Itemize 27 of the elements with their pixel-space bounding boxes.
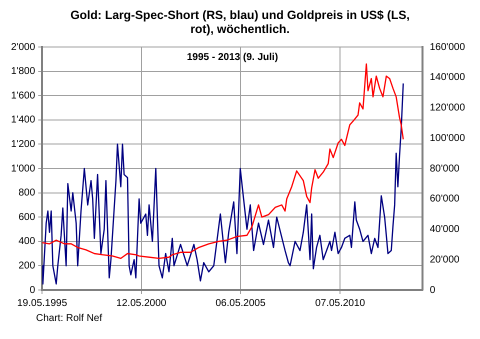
- y2-tick-label: 20'000: [430, 254, 460, 266]
- x-tick-label: 07.05.2010: [315, 298, 366, 309]
- y-tick-label: 0: [30, 284, 36, 296]
- y2-tick-label: 140'000: [430, 72, 466, 84]
- y-tick-label: 2'000: [11, 42, 36, 53]
- y-tick-label: 1'600: [11, 90, 36, 102]
- y2-tick-label: 0: [430, 284, 436, 296]
- y-tick-label: 600: [18, 212, 36, 223]
- x-tick-label: 12.05.2000: [116, 298, 167, 309]
- y2-tick-label: 60'000: [430, 194, 460, 205]
- text: Chart: Rolf Nef: [35, 312, 104, 326]
- y2-tick-label: 160'000: [430, 42, 466, 53]
- text: 1995 - 2013 (9. Juli): [186, 52, 278, 63]
- y-tick-label: 1'000: [11, 163, 36, 174]
- y2-tick-label: 100'000: [430, 132, 466, 144]
- y-tick-label: 400: [18, 236, 36, 248]
- y-tick-label: 1'200: [11, 138, 36, 150]
- y2-tick-label: 120'000: [430, 102, 466, 114]
- chart-title: Gold: Larg-Spec-Short (RS, blau) und Goldpreis in US$ (LS, rot), wöchentlich.: [69, 8, 411, 38]
- y-tick-label: 1'800: [11, 66, 36, 78]
- x-tick-label: 19.05.1995: [17, 298, 68, 309]
- y2-tick-label: 40'000: [430, 224, 460, 235]
- y-tick-label: 800: [18, 188, 36, 199]
- x-tick-label: 06.05.2005: [216, 298, 266, 309]
- y2-tick-label: 80'000: [430, 163, 460, 174]
- y-tick-label: 1'400: [11, 114, 36, 126]
- y-tick-label: 200: [18, 260, 36, 272]
